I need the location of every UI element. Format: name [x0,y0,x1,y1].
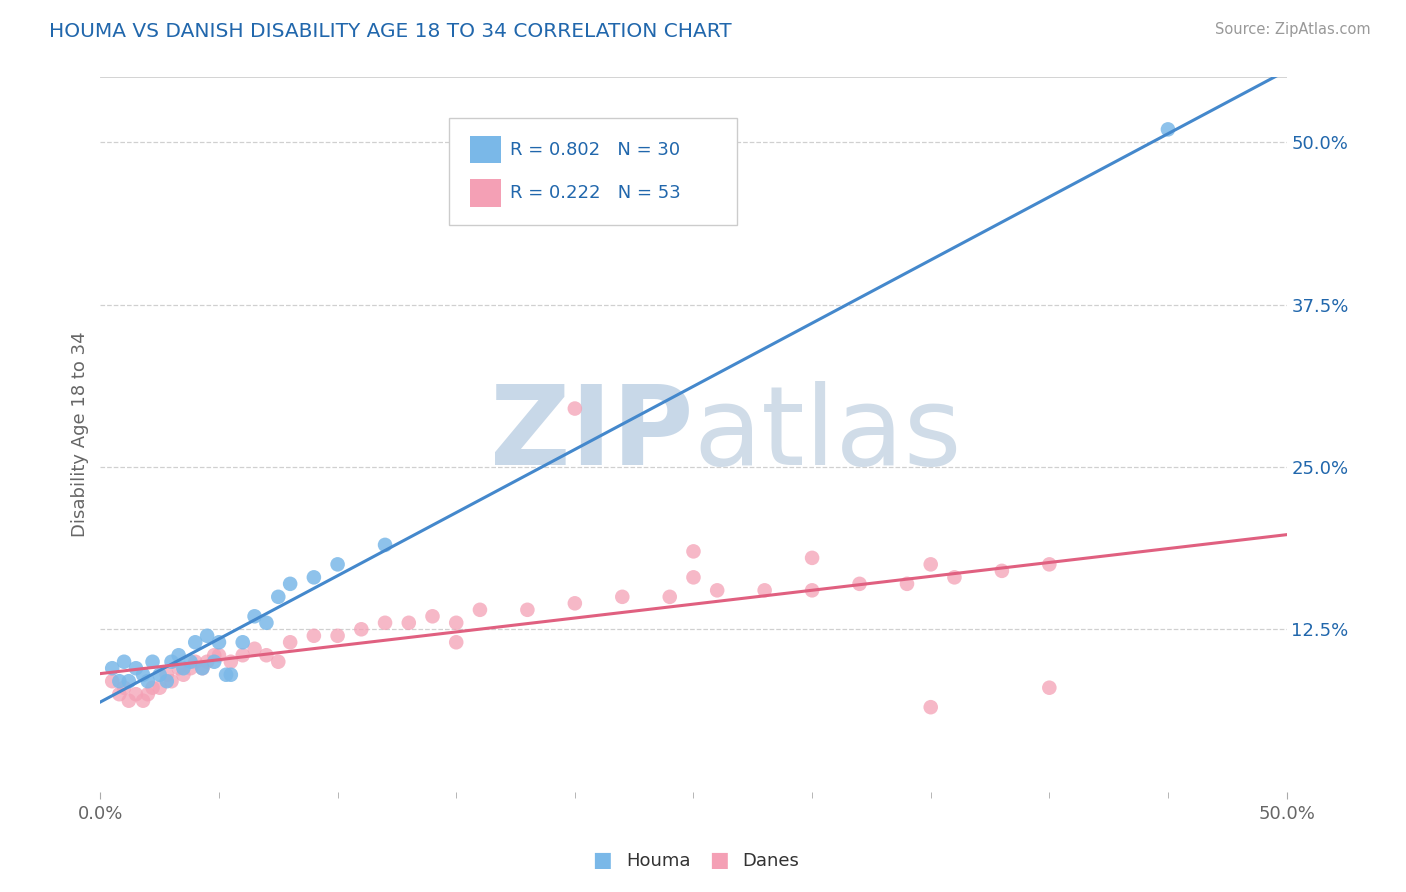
Point [101,661,124,675]
Point [125,687,148,701]
Point [422,609,444,624]
Point [202,648,225,663]
Point [754,583,776,598]
Point [156,674,179,689]
Point [326,629,349,643]
Point [254,615,277,630]
Point [215,667,238,681]
Point [943,570,966,584]
Point [302,629,325,643]
Point [801,550,824,565]
Point [112,655,135,669]
Point [136,687,159,701]
Text: ZIP: ZIP [491,381,693,488]
Point [149,667,172,681]
Point [254,648,277,663]
Point [172,661,194,675]
Point [191,661,214,675]
Point [172,667,194,681]
Point [374,538,396,552]
Point [1038,681,1060,695]
Point [350,622,373,636]
Point [682,570,704,584]
Y-axis label: Disability Age 18 to 34: Disability Age 18 to 34 [72,332,89,537]
Point [136,674,159,689]
Point [167,648,190,663]
Point [141,681,163,695]
Point [302,570,325,584]
Point [278,577,301,591]
Point [208,648,231,663]
Point [1157,122,1180,136]
Point [101,674,124,689]
Point [801,583,824,598]
Point [184,655,207,669]
Point [179,661,201,675]
Point [444,615,467,630]
Point [232,635,254,649]
Point [195,629,218,643]
Point [132,667,155,681]
Point [267,590,290,604]
Point [108,674,131,689]
Point [658,590,681,604]
Point [920,700,942,714]
Point [167,661,190,675]
Point [398,615,420,630]
Text: ■: ■ [592,850,612,870]
Point [232,648,254,663]
Point [108,687,131,701]
Point [112,681,135,695]
Point [160,655,183,669]
Point [1038,558,1060,572]
Point [195,655,218,669]
Text: Danes: Danes [742,852,800,870]
Text: R = 0.802   N = 30: R = 0.802 N = 30 [509,141,679,159]
Text: R = 0.222   N = 53: R = 0.222 N = 53 [509,184,681,202]
Text: Houma: Houma [626,852,690,870]
Point [326,558,349,572]
Point [564,596,586,610]
Point [444,635,467,649]
Point [219,655,242,669]
Text: atlas: atlas [693,381,962,488]
Point [208,635,231,649]
Point [243,609,266,624]
Point [184,635,207,649]
Text: Source: ZipAtlas.com: Source: ZipAtlas.com [1215,22,1371,37]
Point [243,641,266,656]
Point [118,694,141,708]
Text: ■: ■ [709,850,728,870]
Point [160,674,183,689]
Point [141,655,163,669]
Point [191,661,214,675]
Point [132,694,155,708]
Point [278,635,301,649]
Point [374,615,396,630]
Point [125,661,148,675]
Point [896,577,918,591]
Point [920,558,942,572]
Point [468,603,491,617]
Point [202,655,225,669]
Point [118,674,141,689]
Text: HOUMA VS DANISH DISABILITY AGE 18 TO 34 CORRELATION CHART: HOUMA VS DANISH DISABILITY AGE 18 TO 34 … [49,22,733,41]
Point [149,681,172,695]
Point [179,655,201,669]
Point [612,590,634,604]
Point [706,583,728,598]
Point [516,603,538,617]
Point [267,655,290,669]
Point [991,564,1014,578]
Point [219,667,242,681]
Point [564,401,586,416]
Point [156,667,179,681]
Point [682,544,704,558]
Point [848,577,870,591]
